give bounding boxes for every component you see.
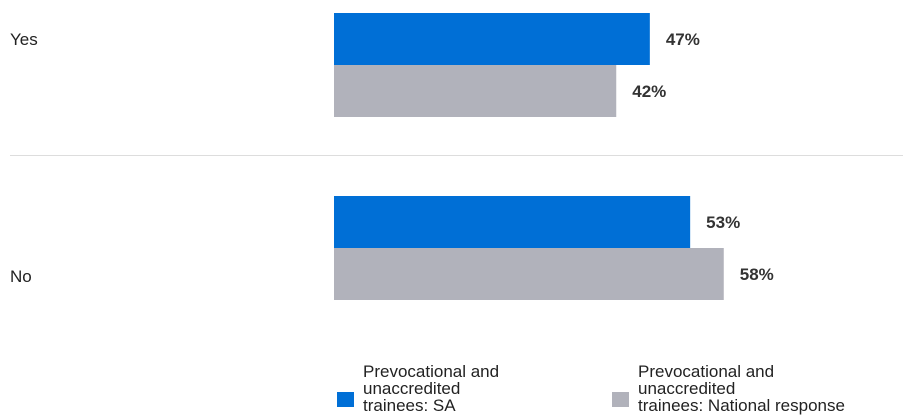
- value-label-yes-national: 42%: [632, 82, 666, 101]
- legend-label-national: Prevocational and unaccredited trainees:…: [638, 362, 845, 415]
- legend-swatch-sa: [337, 392, 354, 407]
- legend-swatch-national: [612, 392, 629, 407]
- bar-no-sa: [334, 196, 691, 248]
- bar-no-national: [334, 248, 724, 300]
- legend-item-national: Prevocational and unaccredited trainees:…: [612, 348, 903, 414]
- chart-plot-area: Yes 47% 42% No 53% 58%: [10, 13, 903, 300]
- bar-yes-sa: [334, 13, 650, 65]
- value-label-no-sa: 53%: [706, 213, 740, 232]
- bar-yes-national: [334, 65, 617, 117]
- category-label-no: No: [10, 267, 32, 286]
- legend-item-sa: Prevocational and unaccredited trainees:…: [337, 348, 587, 414]
- chart-legend: Prevocational and unaccredited trainees:…: [0, 348, 903, 419]
- value-label-yes-sa: 47%: [666, 30, 700, 49]
- value-label-no-national: 58%: [740, 265, 774, 284]
- legend-label-sa: Prevocational and unaccredited trainees:…: [363, 362, 500, 415]
- category-label-yes: Yes: [10, 30, 38, 49]
